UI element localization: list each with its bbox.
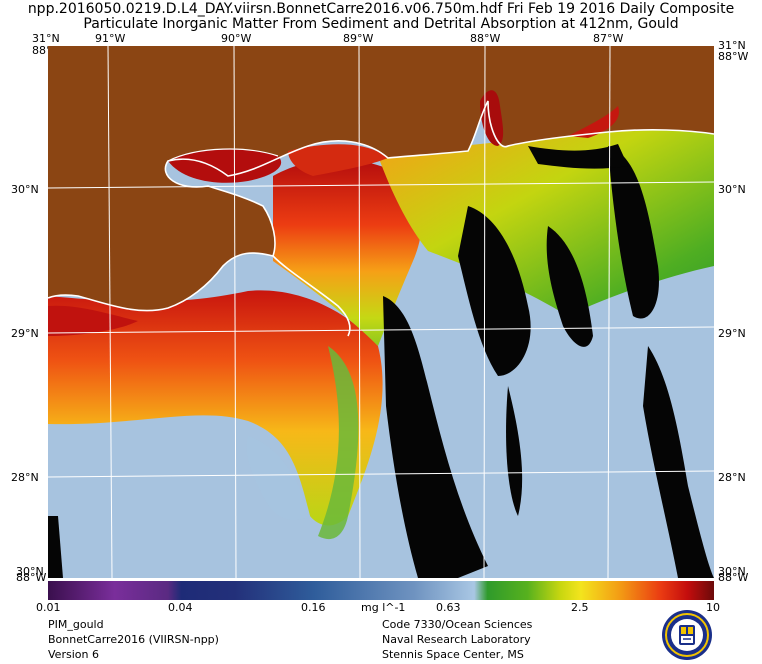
lon-label-top-91w: 91°W (95, 32, 126, 45)
corner-lat-label-bottom-right: 30°N (718, 565, 746, 578)
coastline (48, 100, 714, 312)
map-title-line2: Particulate Inorganic Matter From Sedime… (83, 16, 679, 32)
satellite-map (48, 46, 714, 578)
map-title-line1: npp.2016050.0219.D.L4_DAY.viirsn.BonnetC… (27, 1, 735, 17)
western-sediment-plume (48, 290, 383, 526)
lat-label-right-28n: 28°N (718, 471, 746, 484)
lat-label-left-30n: 30°N (11, 183, 39, 196)
footer-org-name: Naval Research Laboratory (382, 633, 531, 646)
lon-label-top-87w: 87°W (593, 32, 624, 45)
corner-lon-label-bottom-left: 88°W (16, 571, 47, 584)
cloud-mask-east (643, 346, 714, 578)
graticule (48, 46, 714, 578)
colorbar-tick-1: 0.04 (168, 601, 193, 614)
colorbar-tick-5: 10 (706, 601, 720, 614)
colorbar-tick-0: 0.01 (36, 601, 61, 614)
corner-lat-label-top-right: 31°N (718, 39, 746, 52)
corner-lat-label-top-left: 31°N (32, 32, 60, 45)
lon-label-top-90w: 90°W (221, 32, 252, 45)
footer-org-code: Code 7330/Ocean Sciences (382, 618, 533, 631)
colorbar-tick-3: 0.63 (436, 601, 461, 614)
color-scale-bar (48, 581, 714, 600)
cloud-mask-central (383, 296, 488, 578)
corner-lon-label-top-right: 88°W (718, 50, 749, 63)
colorbar-tick-4: 2.5 (571, 601, 589, 614)
footer-dataset: BonnetCarre2016 (VIIRSN-npp) (48, 633, 219, 646)
colorbar-tick-2: 0.16 (301, 601, 326, 614)
lat-label-right-30n: 30°N (718, 183, 746, 196)
lat-label-left-28n: 28°N (11, 471, 39, 484)
footer-product-name: PIM_gould (48, 618, 104, 631)
lake-pontchartrain (168, 149, 282, 183)
nrl-seal-icon (662, 610, 712, 660)
lat-label-left-29n: 29°N (11, 327, 39, 340)
land-mass (48, 46, 714, 311)
lon-label-top-89w: 89°W (343, 32, 374, 45)
corner-lon-label-bottom-right: 88°W (718, 571, 749, 584)
colorbar-unit: mg l^-1 (361, 601, 406, 614)
footer-org-location: Stennis Space Center, MS (382, 648, 524, 661)
corner-lat-label-bottom-left: 30°N (16, 565, 44, 578)
lon-label-top-88w: 88°W (470, 32, 501, 45)
footer-version: Version 6 (48, 648, 99, 661)
lat-label-right-29n: 29°N (718, 327, 746, 340)
